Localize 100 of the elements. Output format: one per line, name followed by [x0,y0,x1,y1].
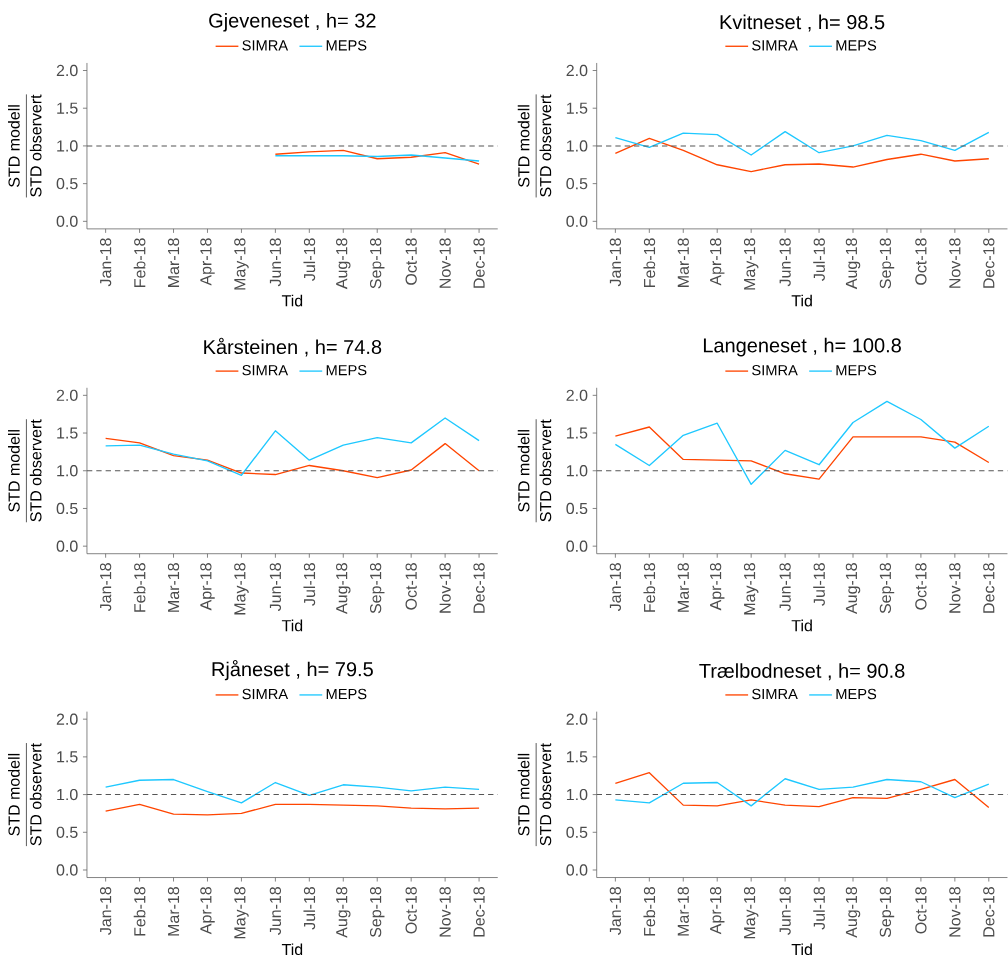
y-axis-title: $\frac{\text{STD modell}}{\text{STD observert}}$ [517,742,552,846]
x-tick-label: Oct-18 [405,886,417,934]
y-tick-label: 2.0 [56,389,78,401]
y-tick-label: 1.0 [57,464,78,477]
y-tick-label: 0.0 [566,215,588,227]
y-tick-label: 1.0 [566,464,588,477]
x-tick-label: Feb-18 [133,562,146,612]
chart-title: Kårsteinen , h= 74.8 [204,337,382,357]
x-tick-label: Jun-18 [779,562,791,611]
y-tick-label: 1.5 [57,102,78,114]
y-tick-label: 0.0 [56,540,78,552]
y-tick-label: 1.0 [57,140,78,152]
y-axis-title: $\frac{\text{STD modell}}{\text{STD observert}}$ [8,418,42,523]
legend-label: MEPS [326,364,367,376]
chart-title: Rjåneset , h= 79.5 [212,659,373,681]
line-series [274,149,480,165]
legend-label: SIMRA [242,688,289,699]
x-tick-label: Jan-18 [99,238,112,286]
y-tick-label: 1.5 [566,427,588,439]
x-tick-label: Sep-18 [879,238,895,289]
y-axis-title: $\frac{\text{STD modell}}{\text{STD observert}}$ [8,94,42,198]
x-tick-label: Nov-18 [439,238,451,288]
x-tick-label: Aug-18 [336,886,351,938]
x-tick-label: Jan-18 [609,562,622,611]
x-axis-title: Tid [791,294,812,307]
legend-label: SIMRA [242,39,289,51]
line-series [104,778,480,804]
x-tick-label: May-18 [234,886,249,939]
x-tick-label: Oct-18 [915,238,927,285]
legend-label: MEPS [326,688,367,699]
x-tick-label: Nov-18 [439,562,451,613]
x-tick-label: May-18 [743,886,759,939]
legend-label: MEPS [836,39,877,51]
x-tick-label: Jan-18 [609,238,622,286]
x-tick-label: Feb-18 [133,238,146,287]
x-tick-label: Aug-18 [336,562,351,614]
x-axis-title: Tid [281,943,303,955]
y-axis-title: $\frac{\text{STD modell}}{\text{STD observert}}$ [517,418,552,523]
x-tick-label: Dec-18 [473,886,485,937]
x-tick-label: Feb-18 [643,886,656,936]
x-tick-label: Apr-18 [709,886,725,934]
x-tick-label: Mar-18 [167,562,180,612]
x-tick-label: Sep-18 [879,562,895,614]
x-tick-label: Oct-18 [405,562,417,610]
x-tick-label: Jul-18 [813,238,825,281]
y-tick-label: 2.0 [566,713,588,725]
x-tick-label: Jan-18 [609,886,622,935]
x-tick-label: Nov-18 [949,886,961,937]
y-tick-label: 2.0 [566,64,588,76]
x-tick-label: May-18 [234,562,249,615]
y-tick-label: 1.5 [566,102,588,114]
y-tick-label: 0.5 [566,177,588,190]
x-tick-label: Mar-18 [167,886,180,936]
x-tick-label: Jul-18 [303,562,316,606]
x-tick-label: Jun-18 [779,238,791,286]
x-axis-title: Tid [281,619,303,632]
y-tick-label: 1.5 [57,427,78,439]
x-tick-label: Nov-18 [439,886,451,937]
x-tick-label: Oct-18 [915,562,927,610]
x-tick-label: Feb-18 [643,562,656,612]
y-axis-title: $\frac{\text{STD modell}}{\text{STD observert}}$ [517,94,552,198]
y-tick-label: 1.0 [57,788,78,800]
y-tick-label: 1.0 [566,788,588,800]
x-tick-label: Aug-18 [336,238,351,289]
x-tick-label: Jun-18 [269,238,282,286]
x-tick-label: Dec-18 [983,562,995,613]
line-series [104,803,480,816]
chart-title: Langeneset , h= 100.8 [703,337,901,357]
y-tick-label: 1.5 [566,751,588,763]
x-tick-label: Oct-18 [405,238,417,285]
x-tick-label: Aug-18 [845,562,861,614]
y-tick-label: 0.5 [56,826,78,838]
x-tick-label: Sep-18 [369,238,385,289]
x-tick-label: Jun-18 [269,886,282,935]
x-tick-label: Mar-18 [677,562,689,612]
line-series [104,417,480,476]
x-axis-title: Tid [791,943,812,955]
legend-label: MEPS [326,39,367,51]
x-tick-label: May-18 [743,562,759,615]
x-tick-label: Jul-18 [813,562,825,606]
x-tick-label: Dec-18 [473,238,485,288]
x-tick-label: Apr-18 [200,238,215,286]
y-tick-label: 0.0 [56,864,78,876]
x-axis-title: Tid [791,619,812,632]
legend-label: SIMRA [242,364,289,376]
x-tick-label: Aug-18 [845,238,861,289]
x-tick-label: Oct-18 [915,886,927,934]
x-tick-label: Sep-18 [369,886,385,937]
legend-label: SIMRA [752,364,798,376]
line-series [614,771,990,808]
line-series [614,137,990,172]
y-tick-label: 0.5 [566,502,588,514]
y-tick-label: 0.5 [56,502,78,514]
y-tick-label: 0.0 [56,215,78,227]
y-tick-label: 2.0 [56,713,78,725]
y-tick-label: 0.5 [56,177,78,190]
line-series [614,777,990,807]
y-tick-label: 1.5 [57,751,78,763]
y-tick-label: 2.0 [56,64,78,76]
x-tick-label: May-18 [234,238,249,290]
